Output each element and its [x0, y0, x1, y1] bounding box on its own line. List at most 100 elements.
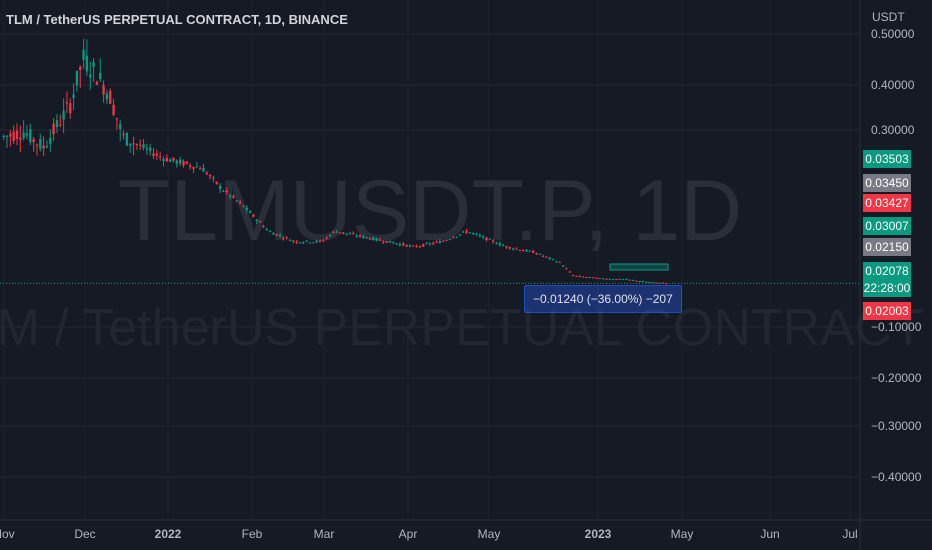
candle-body — [168, 159, 172, 162]
candle-body — [265, 229, 268, 231]
x-tick-label: 2022 — [155, 527, 182, 541]
price-badge: 22:28:00 — [863, 279, 911, 297]
candle-body — [395, 243, 398, 245]
x-tick-label: Feb — [242, 527, 263, 541]
candle-body — [165, 157, 169, 162]
candle-body — [558, 261, 561, 263]
candle-body — [635, 280, 638, 282]
candle-body — [412, 245, 415, 247]
candle-body — [575, 275, 578, 277]
candle-body — [139, 144, 142, 146]
candle-body — [565, 268, 568, 270]
candle-body — [515, 248, 518, 250]
candle-body — [378, 239, 382, 241]
candle-body — [99, 72, 102, 80]
candle-body — [52, 123, 55, 135]
price-badge: 0.02078 — [863, 262, 911, 280]
candle-body — [102, 85, 105, 95]
candle-body — [385, 241, 388, 243]
y-tick-label: −0.40000 — [871, 470, 922, 484]
price-badge: 0.03427 — [863, 194, 911, 212]
candle-body — [342, 232, 345, 234]
measure-tooltip: −0.01240 (−36.00%) −207 — [524, 285, 682, 313]
candle-body — [232, 195, 235, 198]
candle-body — [198, 168, 202, 170]
x-tick-label: Nov — [0, 527, 15, 541]
candle-body — [555, 261, 558, 263]
candle-body — [648, 282, 651, 284]
candle-body — [248, 211, 252, 213]
y-tick-label: −0.10000 — [871, 320, 922, 334]
price-badge: 0.02150 — [863, 238, 911, 256]
candle-body — [455, 236, 458, 238]
candle-body — [282, 237, 285, 239]
candle-body — [272, 233, 275, 235]
candle-body — [89, 74, 92, 78]
candle-body — [508, 247, 511, 249]
candle-body — [49, 137, 52, 144]
candle-body — [159, 156, 162, 158]
candle-body — [45, 145, 49, 148]
candle-body — [605, 278, 608, 280]
candle-body — [12, 131, 15, 141]
candle-body — [129, 143, 132, 146]
candle-body — [591, 277, 595, 279]
candle-body — [498, 243, 502, 245]
candle-body — [392, 242, 395, 244]
candle-body — [268, 231, 272, 233]
candle-body — [225, 190, 228, 193]
candle-body — [278, 235, 282, 237]
candle-body — [275, 234, 278, 236]
price-badge: 0.03503 — [863, 150, 911, 168]
candle-body — [348, 233, 352, 235]
candle-body — [119, 124, 122, 130]
candle-body — [618, 278, 621, 280]
candle-body — [245, 207, 248, 210]
candle-body — [422, 244, 425, 247]
candle-body — [285, 237, 288, 239]
candle-body — [109, 90, 112, 104]
candle-body — [492, 240, 495, 242]
candle-body — [428, 243, 432, 245]
x-tick-label: Jun — [760, 527, 779, 541]
candle-body — [475, 233, 478, 235]
candle-body — [305, 240, 308, 242]
candle-body — [308, 242, 312, 244]
candle-body — [95, 81, 99, 85]
x-tick-label: May — [671, 527, 694, 541]
candle-body — [655, 282, 658, 284]
candle-body — [152, 153, 155, 156]
candle-body — [218, 185, 222, 189]
candle-body — [318, 240, 322, 242]
candle-body — [551, 259, 555, 261]
candle-body — [72, 94, 75, 99]
candle-body — [242, 205, 245, 207]
candle-body — [571, 275, 575, 277]
y-tick-label: −0.30000 — [871, 419, 922, 433]
candle-body — [631, 280, 635, 282]
candle-body — [252, 214, 255, 217]
price-badge: 0.02003 — [863, 302, 911, 320]
candle-body — [105, 93, 109, 100]
candle-body — [29, 129, 32, 143]
candle-body — [472, 232, 475, 234]
candle-body — [568, 271, 571, 273]
candle-body — [458, 234, 462, 236]
candle-body — [628, 279, 631, 281]
candle-body — [238, 201, 242, 203]
candle-body — [651, 282, 655, 284]
candle-body — [59, 124, 62, 126]
candle-body — [302, 242, 305, 244]
candle-body — [325, 237, 328, 239]
candle-body — [288, 240, 292, 242]
currency-label[interactable]: USDT — [872, 10, 905, 24]
candle-body — [362, 235, 365, 238]
candle-body — [188, 165, 192, 167]
candle-body — [255, 219, 258, 222]
x-tick-label: Apr — [399, 527, 418, 541]
candle-body — [445, 239, 448, 241]
candle-body — [205, 172, 208, 175]
x-tick-label: 2023 — [585, 527, 612, 541]
